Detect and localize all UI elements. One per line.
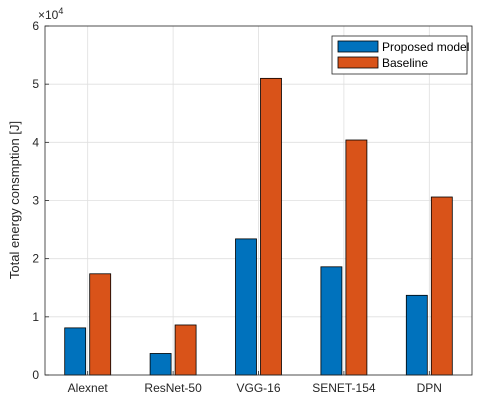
bar-baseline xyxy=(174,324,197,376)
x-tick-label: SENET-154 xyxy=(312,381,376,394)
y-tick-label: 3 xyxy=(32,194,39,208)
bar-proposed-model xyxy=(64,327,87,376)
y-tick-label: 0 xyxy=(32,368,39,382)
bar-proposed-model xyxy=(149,353,172,376)
y-axis-label: Total energy consmption [J] xyxy=(7,121,22,279)
ticks: 0 1 2 3 4 5 6 Alexnet ResNet-50 VGG-16 SENET-154 DP… xyxy=(32,19,442,394)
legend: Proposed model Baseline xyxy=(331,35,469,75)
bar-proposed-model xyxy=(235,238,257,376)
legend-label: Proposed model xyxy=(382,40,469,54)
legend-swatch xyxy=(337,40,379,53)
y-tick-label: 2 xyxy=(32,252,39,266)
bar-proposed-model xyxy=(405,294,428,376)
x-tick-label: ResNet-50 xyxy=(144,381,202,394)
y-tick-label: 1 xyxy=(32,310,39,324)
y-axis-exponent-label: ×104 xyxy=(38,6,63,22)
bar-baseline xyxy=(430,196,453,376)
y-exponent-base: ×104 xyxy=(38,6,63,22)
x-tick-label: Alexnet xyxy=(68,381,109,394)
legend-swatch xyxy=(337,56,379,69)
bar-baseline xyxy=(345,139,368,376)
x-tick-label: VGG-16 xyxy=(236,381,280,394)
y-tick-label: 5 xyxy=(32,77,39,91)
x-tick-label: DPN xyxy=(417,381,442,394)
y-tick-label: 4 xyxy=(32,135,39,149)
y-tick-label: 6 xyxy=(32,19,39,33)
bar-baseline xyxy=(260,77,282,376)
bar-proposed-model xyxy=(320,266,343,376)
grid xyxy=(45,25,472,376)
legend-label: Baseline xyxy=(382,56,428,70)
bar-baseline xyxy=(89,273,112,376)
